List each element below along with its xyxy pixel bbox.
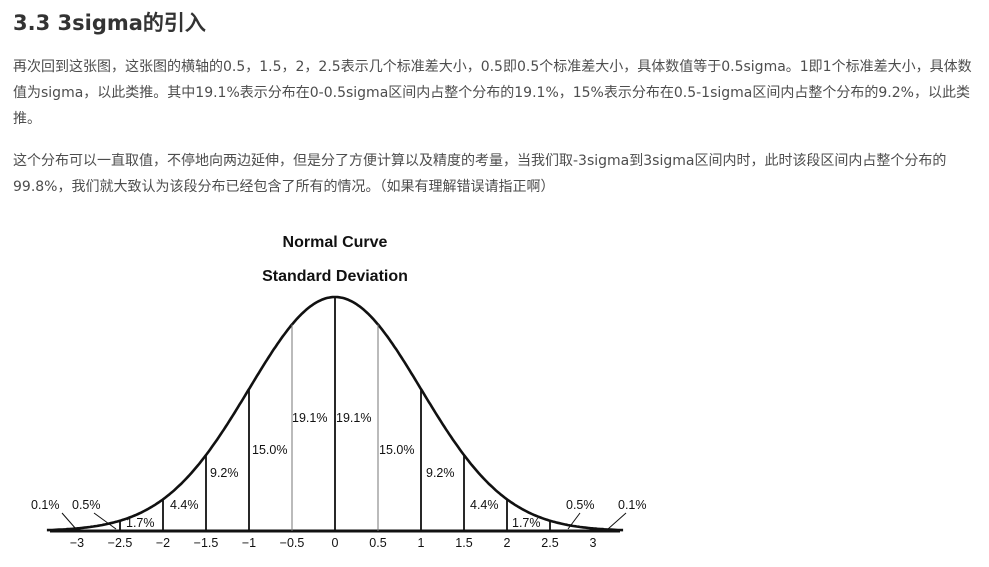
x-tick-label: 2 (504, 536, 511, 550)
chart-title: Normal Curve (283, 234, 388, 251)
paragraph-range-note: 这个分布可以一直取值，不停地向两边延伸，但是分了方便计算以及精度的考量，当我们取… (13, 153, 947, 195)
band-percent-label: 4.4% (470, 498, 499, 512)
band-percent-label: 19.1% (336, 411, 371, 425)
label-leader-line (93, 512, 117, 530)
x-tick-label: −3 (70, 536, 84, 550)
chart-subtitle: Standard Deviation (262, 268, 408, 285)
x-tick-label: 3 (590, 536, 597, 550)
section-heading: 3.3 3sigma的引入 (13, 11, 206, 35)
band-percent-label: 0.5% (566, 498, 595, 512)
band-percent-label: 1.7% (512, 516, 541, 530)
label-leader-line (607, 512, 627, 530)
x-tick-label: 1 (418, 536, 425, 550)
band-percent-label: 9.2% (210, 466, 239, 480)
label-leader-line (61, 512, 77, 530)
band-percent-label: 1.7% (126, 516, 155, 530)
x-tick-label: 2.5 (541, 536, 558, 550)
x-tick-label: −1.5 (194, 536, 219, 550)
x-tick-label: −2 (156, 536, 170, 550)
paragraph-explanation: 再次回到这张图，这张图的横轴的0.5，1.5，2，2.5表示几个标准差大小，0.… (13, 59, 972, 127)
label-leader-line (567, 512, 581, 530)
x-tick-label: 0.5 (369, 536, 386, 550)
normal-curve-chart: Normal Curve Standard Deviation 0.1% 0.5%… (31, 234, 647, 550)
band-percent-label: 0.1% (618, 498, 647, 512)
x-tick-label: −2.5 (108, 536, 133, 550)
band-percent-label: 0.1% (31, 498, 60, 512)
band-percent-label: 19.1% (292, 411, 327, 425)
band-percent-label: 4.4% (170, 498, 199, 512)
x-tick-label: 0 (332, 536, 339, 550)
normal-curve-figure: Normal Curve Standard Deviation 0.1% 0.5%… (20, 225, 660, 555)
band-percent-label: 9.2% (426, 466, 455, 480)
x-tick-label: 1.5 (455, 536, 472, 550)
x-tick-label: −0.5 (280, 536, 305, 550)
band-percent-label: 15.0% (379, 443, 414, 457)
x-tick-label: −1 (242, 536, 256, 550)
band-percent-label: 0.5% (72, 498, 101, 512)
band-percent-label: 15.0% (252, 443, 287, 457)
